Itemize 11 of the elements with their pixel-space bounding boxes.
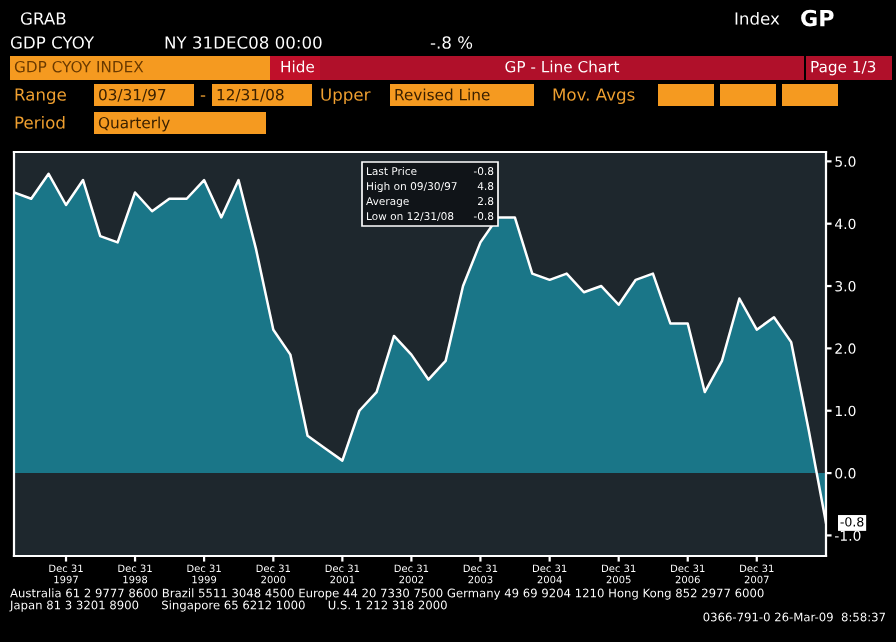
text: Range [15,88,66,105]
text: Upper [321,88,371,105]
text: -.8 % [430,36,473,49]
text: Period [15,115,65,129]
text: GDP CYOY [10,36,95,49]
text: GP [801,9,834,27]
text: NY 31DEC08 00:00 [165,36,322,49]
text: Mov. Avgs [553,88,635,105]
text: - [200,95,206,97]
text: GRAB [20,12,66,25]
text: Index [735,11,780,25]
